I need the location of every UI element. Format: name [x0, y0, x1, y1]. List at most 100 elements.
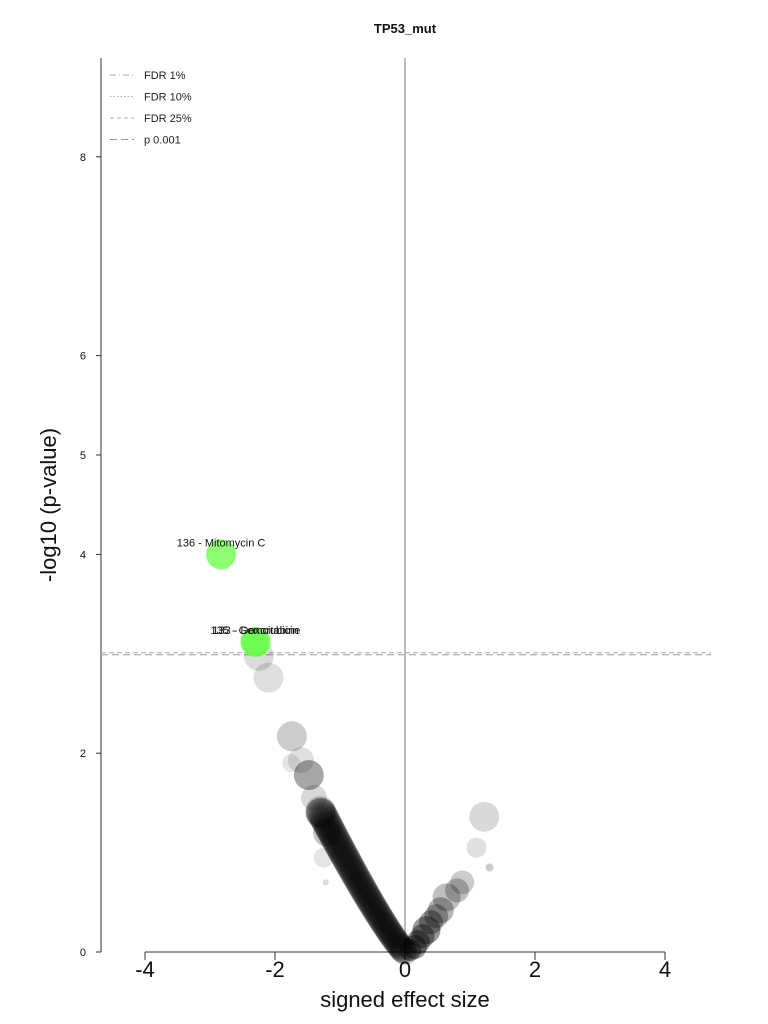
data-point: [424, 904, 449, 929]
data-point: [305, 797, 336, 828]
data-point: [313, 818, 341, 847]
data-point: [324, 832, 355, 862]
y-tick-label: 8: [80, 152, 86, 164]
data-point: [321, 824, 351, 855]
data-point: [365, 902, 393, 930]
data-point: [322, 879, 329, 886]
data-point: [359, 893, 388, 921]
data-point: [325, 833, 355, 863]
data-point: [313, 810, 343, 841]
data-point: [412, 916, 441, 945]
point-label: 133 - Doxorubicin: [212, 625, 298, 637]
data-point: [356, 886, 384, 915]
significant-point: [242, 628, 269, 655]
data-point: [282, 754, 301, 773]
data-point: [357, 889, 386, 918]
data-point: [360, 894, 389, 923]
legend-label: FDR 10%: [144, 92, 192, 104]
data-point: [387, 933, 414, 960]
data-point: [406, 930, 430, 955]
data-point: [361, 896, 390, 924]
data-point: [358, 891, 387, 920]
data-point: [344, 866, 373, 896]
data-point: [410, 924, 435, 949]
data-point: [343, 865, 372, 894]
data-point: [377, 920, 405, 948]
data-point: [320, 823, 350, 853]
data-point: [375, 917, 403, 945]
data-point: [427, 897, 454, 924]
data-point: [301, 784, 327, 811]
data-point: [317, 817, 347, 848]
data-point: [338, 856, 368, 886]
data-point: [376, 919, 404, 946]
data-point: [419, 910, 443, 935]
point-label: 135 - Gemcitabine: [211, 625, 301, 637]
y-tick-label: 0: [80, 947, 86, 959]
data-point: [383, 928, 410, 956]
data-point: [381, 926, 408, 953]
x-tick-label: 0: [399, 957, 411, 982]
x-tick-label: -4: [135, 957, 155, 982]
data-point: [432, 883, 461, 912]
data-point: [335, 851, 365, 881]
legend-label: p 0.001: [144, 135, 181, 147]
data-point: [368, 907, 396, 935]
data-point: [334, 849, 364, 879]
data-point: [362, 897, 391, 926]
data-point: [305, 795, 336, 826]
data-point: [253, 662, 284, 693]
point-label: 136 - Mitomycin C: [177, 537, 266, 549]
significant-points: [206, 539, 271, 657]
data-point: [323, 830, 354, 860]
data-point: [339, 858, 368, 887]
data-point: [380, 924, 407, 952]
data-point: [366, 904, 394, 932]
y-tick-label: 5: [80, 450, 86, 462]
data-point: [385, 931, 412, 958]
axes: [100, 58, 665, 953]
data-point: [388, 934, 415, 962]
data-point: [307, 799, 338, 830]
data-point: [333, 847, 363, 877]
data-point: [354, 883, 382, 912]
data-point: [392, 939, 418, 965]
data-point: [342, 863, 371, 892]
chart-title: TP53_mut: [374, 21, 437, 36]
data-point: [399, 939, 422, 962]
data-point: [315, 814, 345, 844]
data-point: [349, 875, 378, 904]
y-tick-label: 4: [80, 549, 86, 561]
data-point: [378, 921, 406, 949]
data-point: [485, 863, 494, 872]
data-point: [373, 914, 401, 942]
data-point: [357, 888, 385, 916]
data-point: [316, 815, 346, 846]
x-tick-label: -2: [265, 957, 285, 982]
y-tick-label: 2: [80, 748, 86, 760]
data-point: [445, 878, 469, 903]
data-point: [391, 938, 418, 965]
data-point: [310, 805, 341, 835]
data-point: [332, 846, 362, 875]
data-point: [374, 916, 402, 943]
data-point: [351, 878, 380, 907]
data-point: [450, 870, 475, 895]
data-point: [466, 837, 487, 858]
data-point: [367, 905, 395, 933]
data-point: [355, 885, 383, 913]
data-point: [329, 840, 359, 870]
data-point: [369, 908, 397, 936]
data-point: [390, 937, 417, 964]
threshold-lines: [101, 652, 711, 656]
data-point: [364, 901, 393, 929]
data-point: [328, 839, 358, 869]
data-point: [322, 828, 353, 858]
legend-label: FDR 25%: [144, 113, 192, 125]
data-point: [345, 868, 374, 897]
data-point: [341, 861, 370, 891]
x-ticks: -4 -2 0 2 4: [135, 952, 671, 982]
data-point: [336, 853, 366, 882]
